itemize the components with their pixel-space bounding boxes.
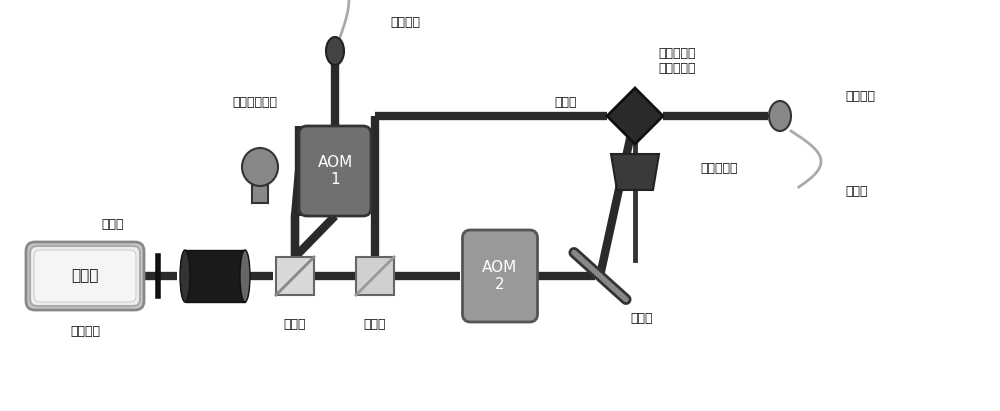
Bar <box>185 250 245 302</box>
Polygon shape <box>611 154 659 190</box>
Text: 激光器: 激光器 <box>71 268 99 284</box>
Ellipse shape <box>240 250 250 302</box>
FancyBboxPatch shape <box>34 250 136 302</box>
FancyBboxPatch shape <box>30 246 140 306</box>
Text: 分光镜: 分光镜 <box>364 318 386 330</box>
Text: 光纤一: 光纤一 <box>554 95 577 109</box>
FancyBboxPatch shape <box>299 126 371 216</box>
Polygon shape <box>607 88 663 144</box>
Text: AOM
1: AOM 1 <box>317 155 353 187</box>
Bar <box>356 257 394 295</box>
Text: 光纤二: 光纤二 <box>845 185 867 198</box>
Ellipse shape <box>180 250 190 302</box>
Bar <box>252 171 268 203</box>
FancyBboxPatch shape <box>26 242 144 310</box>
Text: 分光镜: 分光镜 <box>284 318 306 330</box>
Text: 电动位移台: 电动位移台 <box>700 162 738 175</box>
Text: 光纤耦合: 光纤耦合 <box>845 90 875 102</box>
Text: 光纤耦合: 光纤耦合 <box>390 16 420 30</box>
Ellipse shape <box>326 37 344 65</box>
Bar <box>276 257 314 295</box>
Text: 激光功率监测: 激光功率监测 <box>233 97 278 109</box>
Ellipse shape <box>242 148 278 186</box>
Text: AOM
2: AOM 2 <box>482 260 518 292</box>
Text: 电控高精度
旋转反射镜: 电控高精度 旋转反射镜 <box>658 47 696 75</box>
Ellipse shape <box>769 101 791 131</box>
Text: 光隔离器: 光隔离器 <box>70 325 100 337</box>
Text: 半波片: 半波片 <box>102 217 124 231</box>
FancyBboxPatch shape <box>462 230 538 322</box>
Text: 反射镜: 反射镜 <box>631 312 653 325</box>
